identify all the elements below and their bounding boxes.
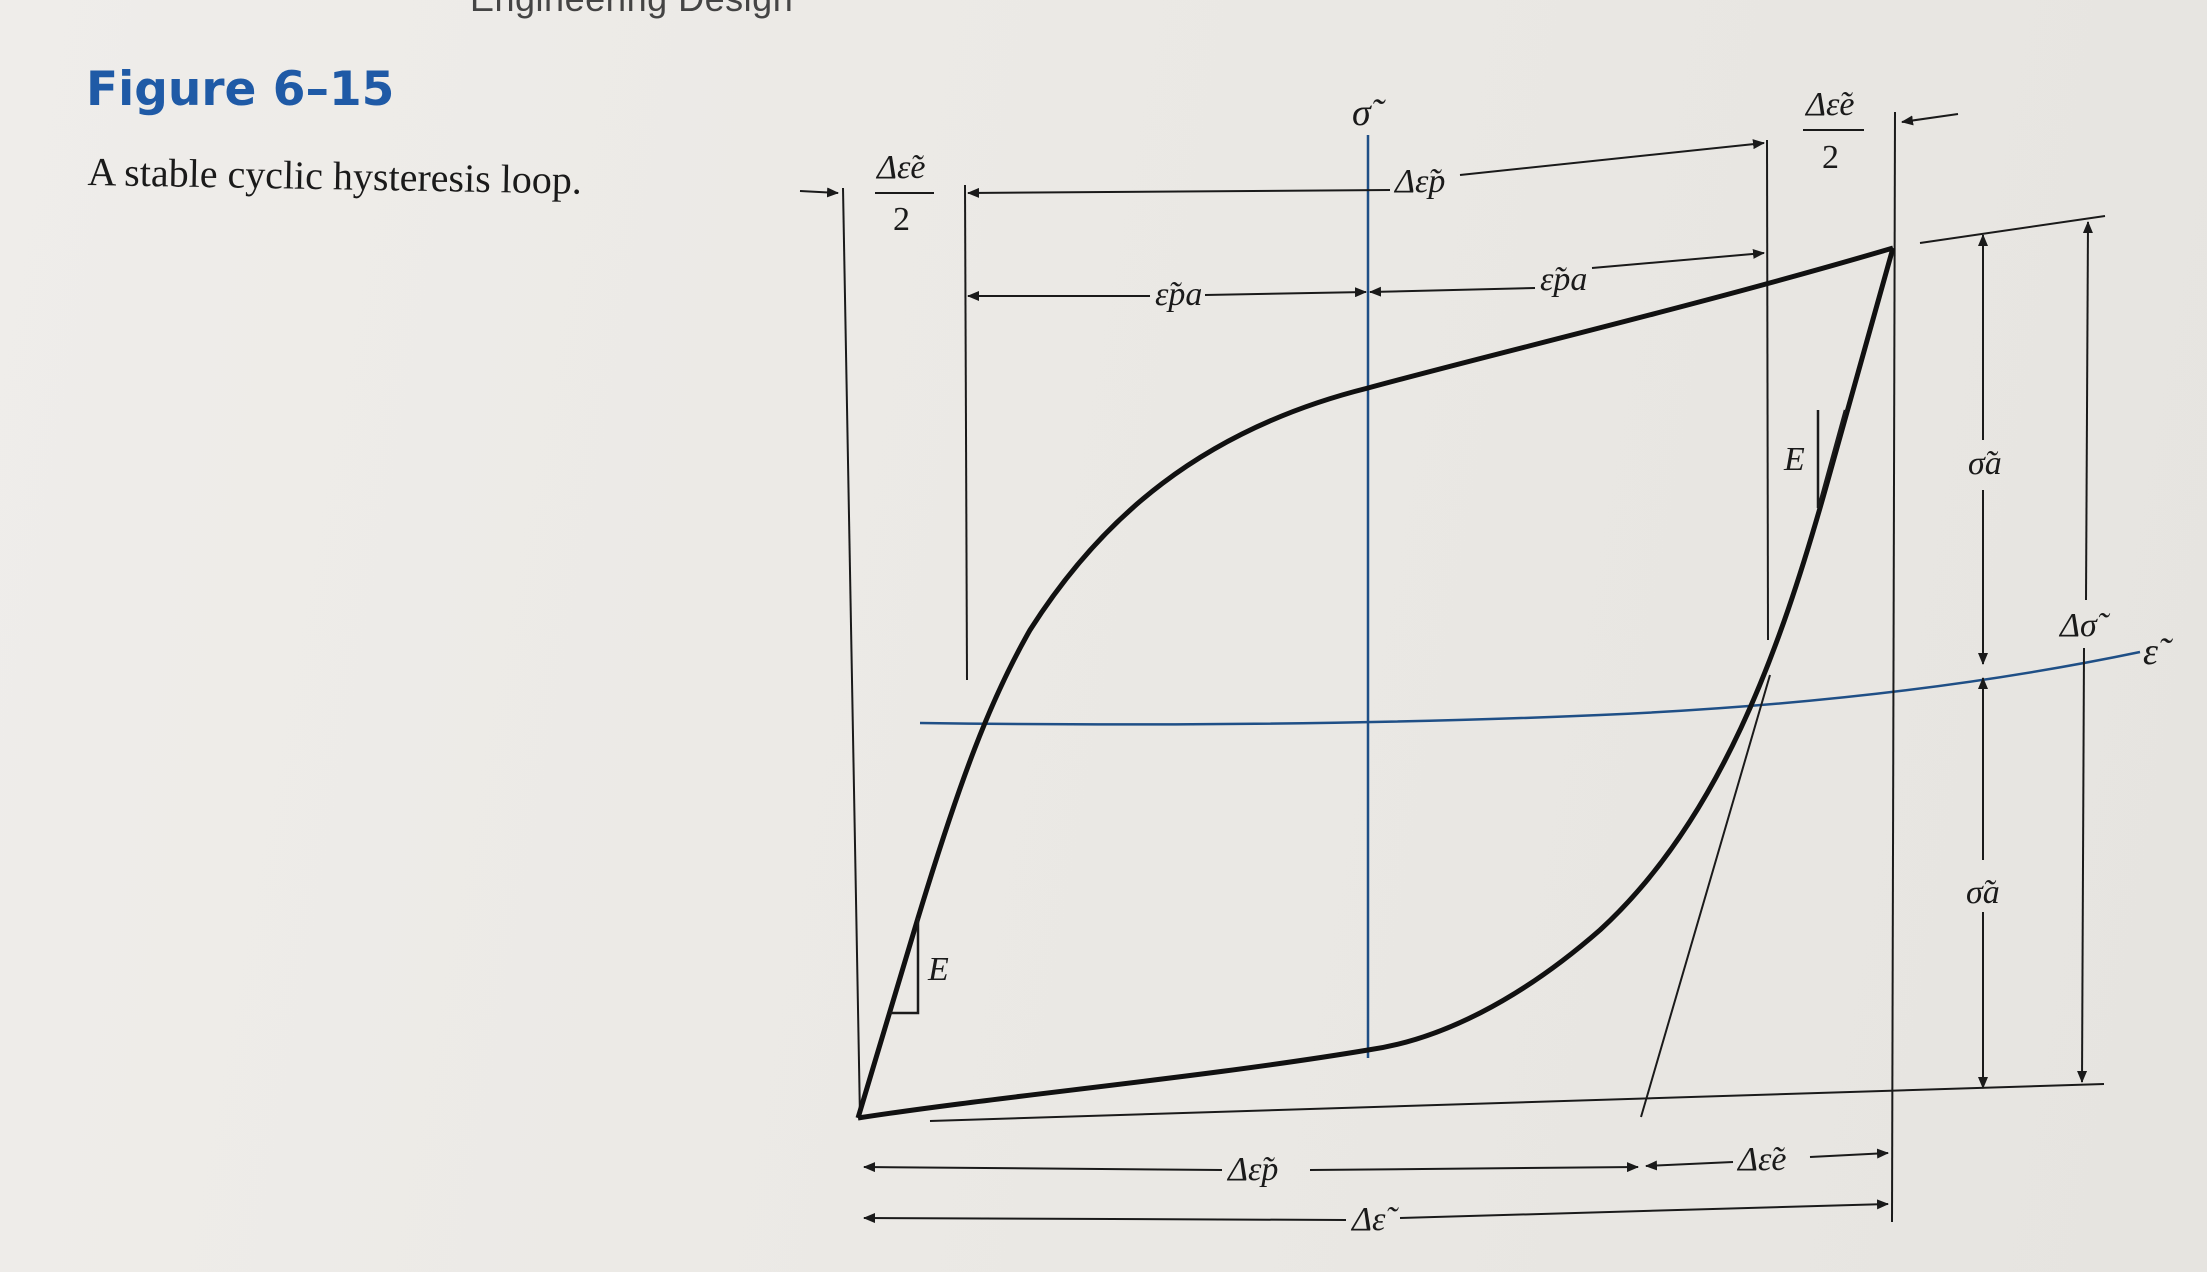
hysteresis-loop-lower-branch <box>857 247 1896 1121</box>
total-range-arrow-right <box>1399 1199 1889 1219</box>
stress-amplitude-upper-label: σ̃a <box>1968 445 2002 482</box>
left-loop-tip-line <box>842 187 861 1119</box>
right-strain-arrow <box>1901 113 1959 126</box>
plastic-range-top-right-segment <box>1459 139 1765 176</box>
modulus-triangle-upper <box>1816 409 1847 509</box>
right-loop-tip-line <box>1891 111 1896 1223</box>
half-elastic-strain-right-numerator: Δε̃e <box>1804 86 1854 123</box>
strain-axis-line <box>919 650 2141 726</box>
plastic-range-bottom-arrow-right <box>1309 1162 1639 1173</box>
elastic-strain-range-bottom-label: Δε̃e <box>1736 1141 1786 1178</box>
half-elastic-strain-right-denominator: 2 <box>1822 139 1839 176</box>
half-elastic-strain-left-numerator: Δε̃e <box>875 149 925 186</box>
top-stress-extension-line <box>1919 215 2106 244</box>
total-range-arrow-left <box>863 1213 1347 1224</box>
elastic-range-bottom-arrow-left <box>1645 1160 1734 1171</box>
plastic-amplitude-right-arrow-b <box>1591 248 1765 269</box>
left-strain-arrow <box>799 187 839 198</box>
total-strain-range-label: Δε̃ <box>1350 1201 1399 1238</box>
modulus-label-upper: E <box>1783 441 1805 478</box>
plastic-range-top-left-segment <box>967 187 1391 198</box>
plastic-strain-amplitude-left-label: ε̃pa <box>1155 276 1202 313</box>
plastic-amplitude-left-arrow-b <box>1204 287 1367 298</box>
modulus-label-lower: E <box>927 951 949 988</box>
plastic-amplitude-right-arrow-a <box>1369 286 1536 297</box>
plastic-strain-range-top-label: Δε̃p <box>1393 163 1445 200</box>
stress-range-label: Δσ̃ <box>2058 607 2111 644</box>
half-elastic-strain-left-denominator: 2 <box>893 201 910 238</box>
stress-range-arrow-up <box>2082 221 2093 601</box>
elastic-range-bottom-arrow-right <box>1809 1148 1889 1159</box>
bottom-stress-extension-line <box>929 1083 2105 1122</box>
hysteresis-loop-upper-branch <box>855 245 1894 1119</box>
stress-amplitude-lower-label: σ̃a <box>1966 874 2000 911</box>
stress-axis-label: σ̃ <box>1352 92 1387 134</box>
figure-number: Figure 6–15 <box>86 62 395 117</box>
plastic-range-bottom-arrow-left <box>863 1162 1223 1173</box>
plastic-strain-range-bottom-label: Δε̃p <box>1226 1151 1278 1188</box>
right-elastic-offset-line <box>1766 139 1769 641</box>
modulus-triangle-lower <box>890 918 920 1015</box>
running-header: Engineering Design <box>470 0 793 20</box>
stress-range-arrow-down <box>2077 647 2088 1083</box>
elastic-unloading-line <box>1640 674 1771 1118</box>
left-elastic-offset-line <box>964 184 968 681</box>
plastic-strain-amplitude-right-label: ε̃pa <box>1540 261 1587 298</box>
strain-axis-label: ε̃ <box>2143 631 2174 673</box>
